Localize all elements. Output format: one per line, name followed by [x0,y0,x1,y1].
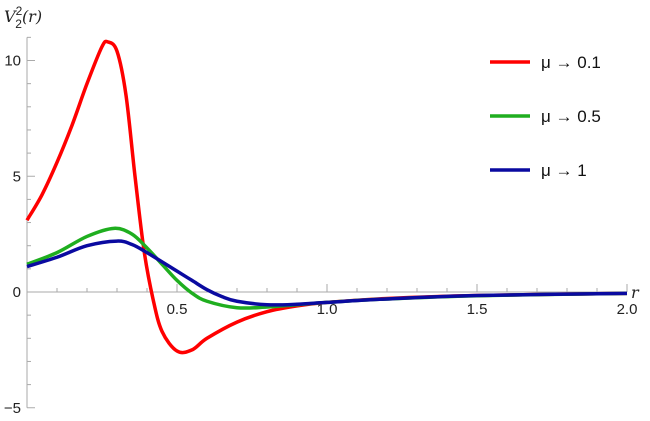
x-axis-title: r [631,283,640,302]
legend: μ → 0.1 μ → 0.5 μ → 1 [490,53,601,180]
axes [26,36,628,409]
legend-item: μ → 0.1 [490,53,601,72]
legend-label: μ → 0.5 [541,107,601,126]
y-tick-label: 0 [13,284,21,301]
legend-item: μ → 0.5 [490,107,601,126]
series-line-3 [26,239,628,307]
y-tick-label: −5 [4,400,21,417]
x-tick-label: 0.5 [167,301,188,318]
x-tick-label: 1.0 [317,301,338,318]
legend-label: μ → 0.1 [541,53,601,72]
y-tick-label: 5 [13,168,21,185]
legend-item: μ → 1 [490,161,587,180]
tick-labels: 0.5 1.0 1.5 2.0 10 5 0 −5 [4,53,638,417]
legend-label: μ → 1 [541,161,587,180]
y-tick-label: 10 [4,53,21,70]
y-axis-title: V2 2(r) [4,4,42,31]
x-tick-label: 1.5 [467,301,488,318]
series-lines [25,39,628,355]
x-tick-label: 2.0 [617,301,638,318]
